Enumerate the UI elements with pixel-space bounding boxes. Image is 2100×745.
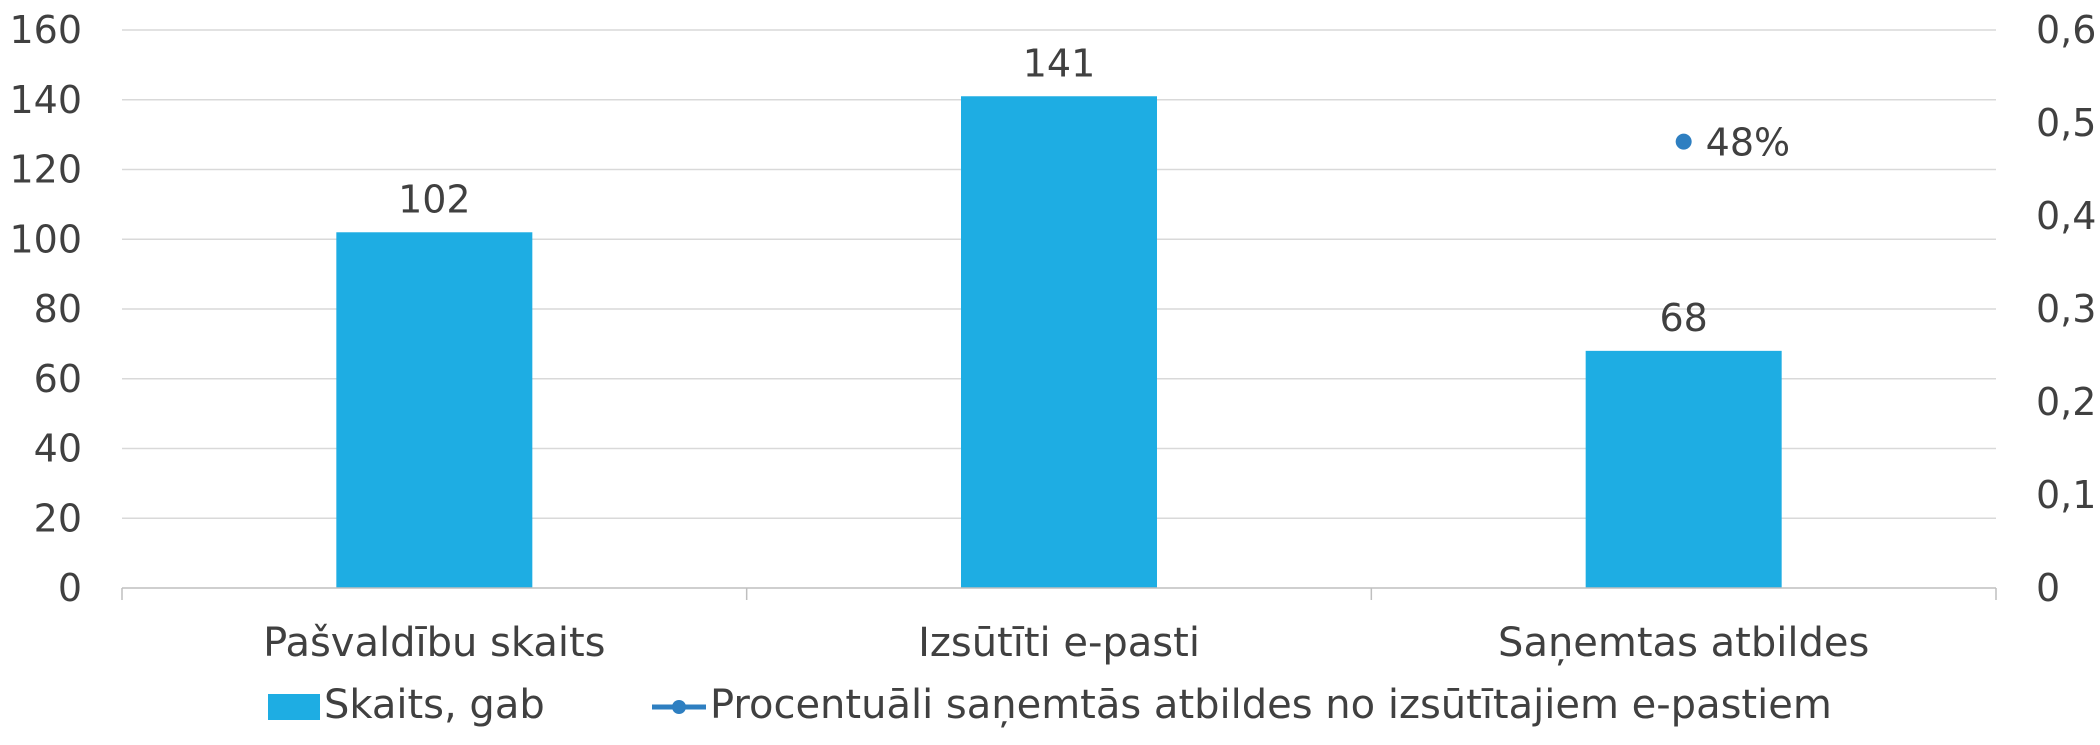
bar: [336, 232, 533, 588]
category-label: Saņemtas atbildes: [1498, 620, 1869, 666]
legend-bar-swatch: [268, 694, 320, 720]
legend-bar-label: Skaits, gab: [324, 682, 545, 728]
y-right-tick-label: 0: [2036, 566, 2060, 610]
legend-line-label: Procentuāli saņemtās atbildes no izsūtīt…: [710, 682, 1832, 728]
line-series: 48%: [1675, 121, 1790, 165]
y-left-tick-label: 40: [34, 427, 82, 471]
line-data-label: 48%: [1706, 121, 1790, 165]
bar-series: [336, 96, 1782, 588]
legend-line-marker: [672, 700, 686, 714]
y-right-tick-label: 0,5: [2036, 101, 2096, 145]
y-left-tick-label: 140: [9, 78, 82, 122]
y-right-tick-label: 0,1: [2036, 473, 2096, 517]
y-right-tick-label: 0,3: [2036, 287, 2096, 331]
data-labels: 102 141 68: [398, 41, 1708, 340]
y-right-tick-label: 0,4: [2036, 194, 2096, 238]
bar: [1585, 350, 1782, 588]
x-axis: [121, 587, 1997, 600]
y-left-tick-label: 100: [9, 217, 82, 261]
bar-data-label: 68: [1659, 296, 1707, 340]
category-label: Izsūtīti e-pasti: [918, 620, 1200, 666]
y-left-tick-label: 120: [9, 148, 82, 192]
y-left-tick-label: 160: [9, 8, 82, 52]
y-left-tick-label: 80: [34, 287, 82, 331]
bar-data-label: 102: [398, 177, 471, 221]
y-axis-left: 0 20 40 60 80 100 120 140 160: [9, 8, 82, 610]
bar-data-label: 141: [1023, 41, 1096, 85]
line-point: [1675, 133, 1692, 150]
y-right-tick-label: 0,2: [2036, 380, 2096, 424]
legend: Skaits, gab Procentuāli saņemtās atbildes…: [268, 682, 1832, 728]
y-left-tick-label: 60: [34, 357, 82, 401]
bar: [961, 96, 1157, 588]
y-axis-right: 0 0,1 0,2 0,3 0,4 0,5 0,6: [2036, 8, 2096, 610]
y-left-tick-label: 20: [34, 496, 82, 540]
y-left-tick-label: 0: [58, 566, 82, 610]
category-labels: Pašvaldību skaits Izsūtīti e-pasti Saņemta…: [263, 620, 1869, 666]
y-right-tick-label: 0,6: [2036, 8, 2096, 52]
category-label: Pašvaldību skaits: [263, 620, 605, 666]
